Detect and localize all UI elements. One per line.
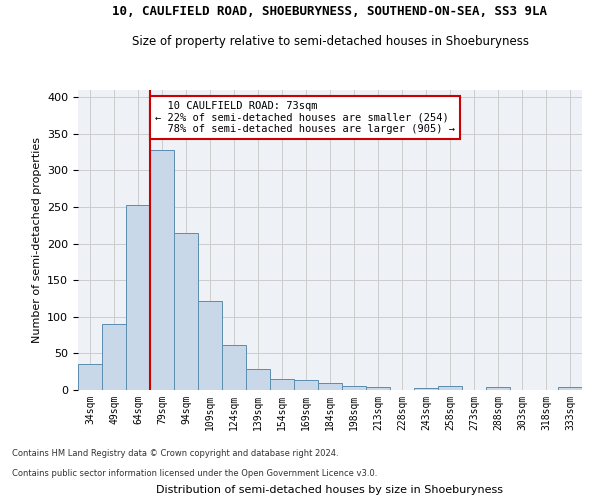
Bar xyxy=(246,369,270,390)
Bar xyxy=(174,232,198,390)
Text: 10 CAULFIELD ROAD: 73sqm
← 22% of semi-detached houses are smaller (254)
  78% o: 10 CAULFIELD ROAD: 73sqm ← 22% of semi-d… xyxy=(155,101,455,134)
Bar xyxy=(198,302,222,390)
Y-axis label: Number of semi-detached properties: Number of semi-detached properties xyxy=(32,137,41,343)
Text: Size of property relative to semi-detached houses in Shoeburyness: Size of property relative to semi-detach… xyxy=(131,35,529,48)
Bar xyxy=(414,388,438,390)
Text: Contains HM Land Registry data © Crown copyright and database right 2024.: Contains HM Land Registry data © Crown c… xyxy=(12,448,338,458)
Bar xyxy=(318,382,342,390)
Bar xyxy=(366,387,390,390)
Bar xyxy=(486,387,510,390)
Bar xyxy=(342,386,366,390)
Bar xyxy=(78,364,102,390)
Bar xyxy=(150,150,174,390)
Text: 10, CAULFIELD ROAD, SHOEBURYNESS, SOUTHEND-ON-SEA, SS3 9LA: 10, CAULFIELD ROAD, SHOEBURYNESS, SOUTHE… xyxy=(113,5,548,18)
Bar xyxy=(126,205,150,390)
Bar xyxy=(102,324,126,390)
Bar xyxy=(294,380,318,390)
Text: Distribution of semi-detached houses by size in Shoeburyness: Distribution of semi-detached houses by … xyxy=(157,485,503,495)
Bar xyxy=(558,387,582,390)
Text: Contains public sector information licensed under the Open Government Licence v3: Contains public sector information licen… xyxy=(12,468,377,477)
Bar xyxy=(270,379,294,390)
Bar xyxy=(222,344,246,390)
Bar xyxy=(438,386,462,390)
